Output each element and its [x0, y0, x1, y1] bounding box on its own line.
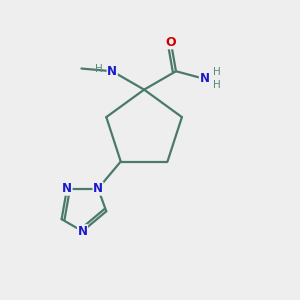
Text: O: O: [166, 36, 176, 49]
Text: H: H: [95, 64, 103, 74]
Text: H: H: [213, 68, 221, 77]
Text: N: N: [200, 72, 209, 86]
Text: H: H: [213, 80, 221, 90]
Text: N: N: [62, 182, 72, 195]
Text: N: N: [107, 65, 117, 78]
Text: N: N: [93, 182, 103, 195]
Text: N: N: [77, 225, 88, 238]
